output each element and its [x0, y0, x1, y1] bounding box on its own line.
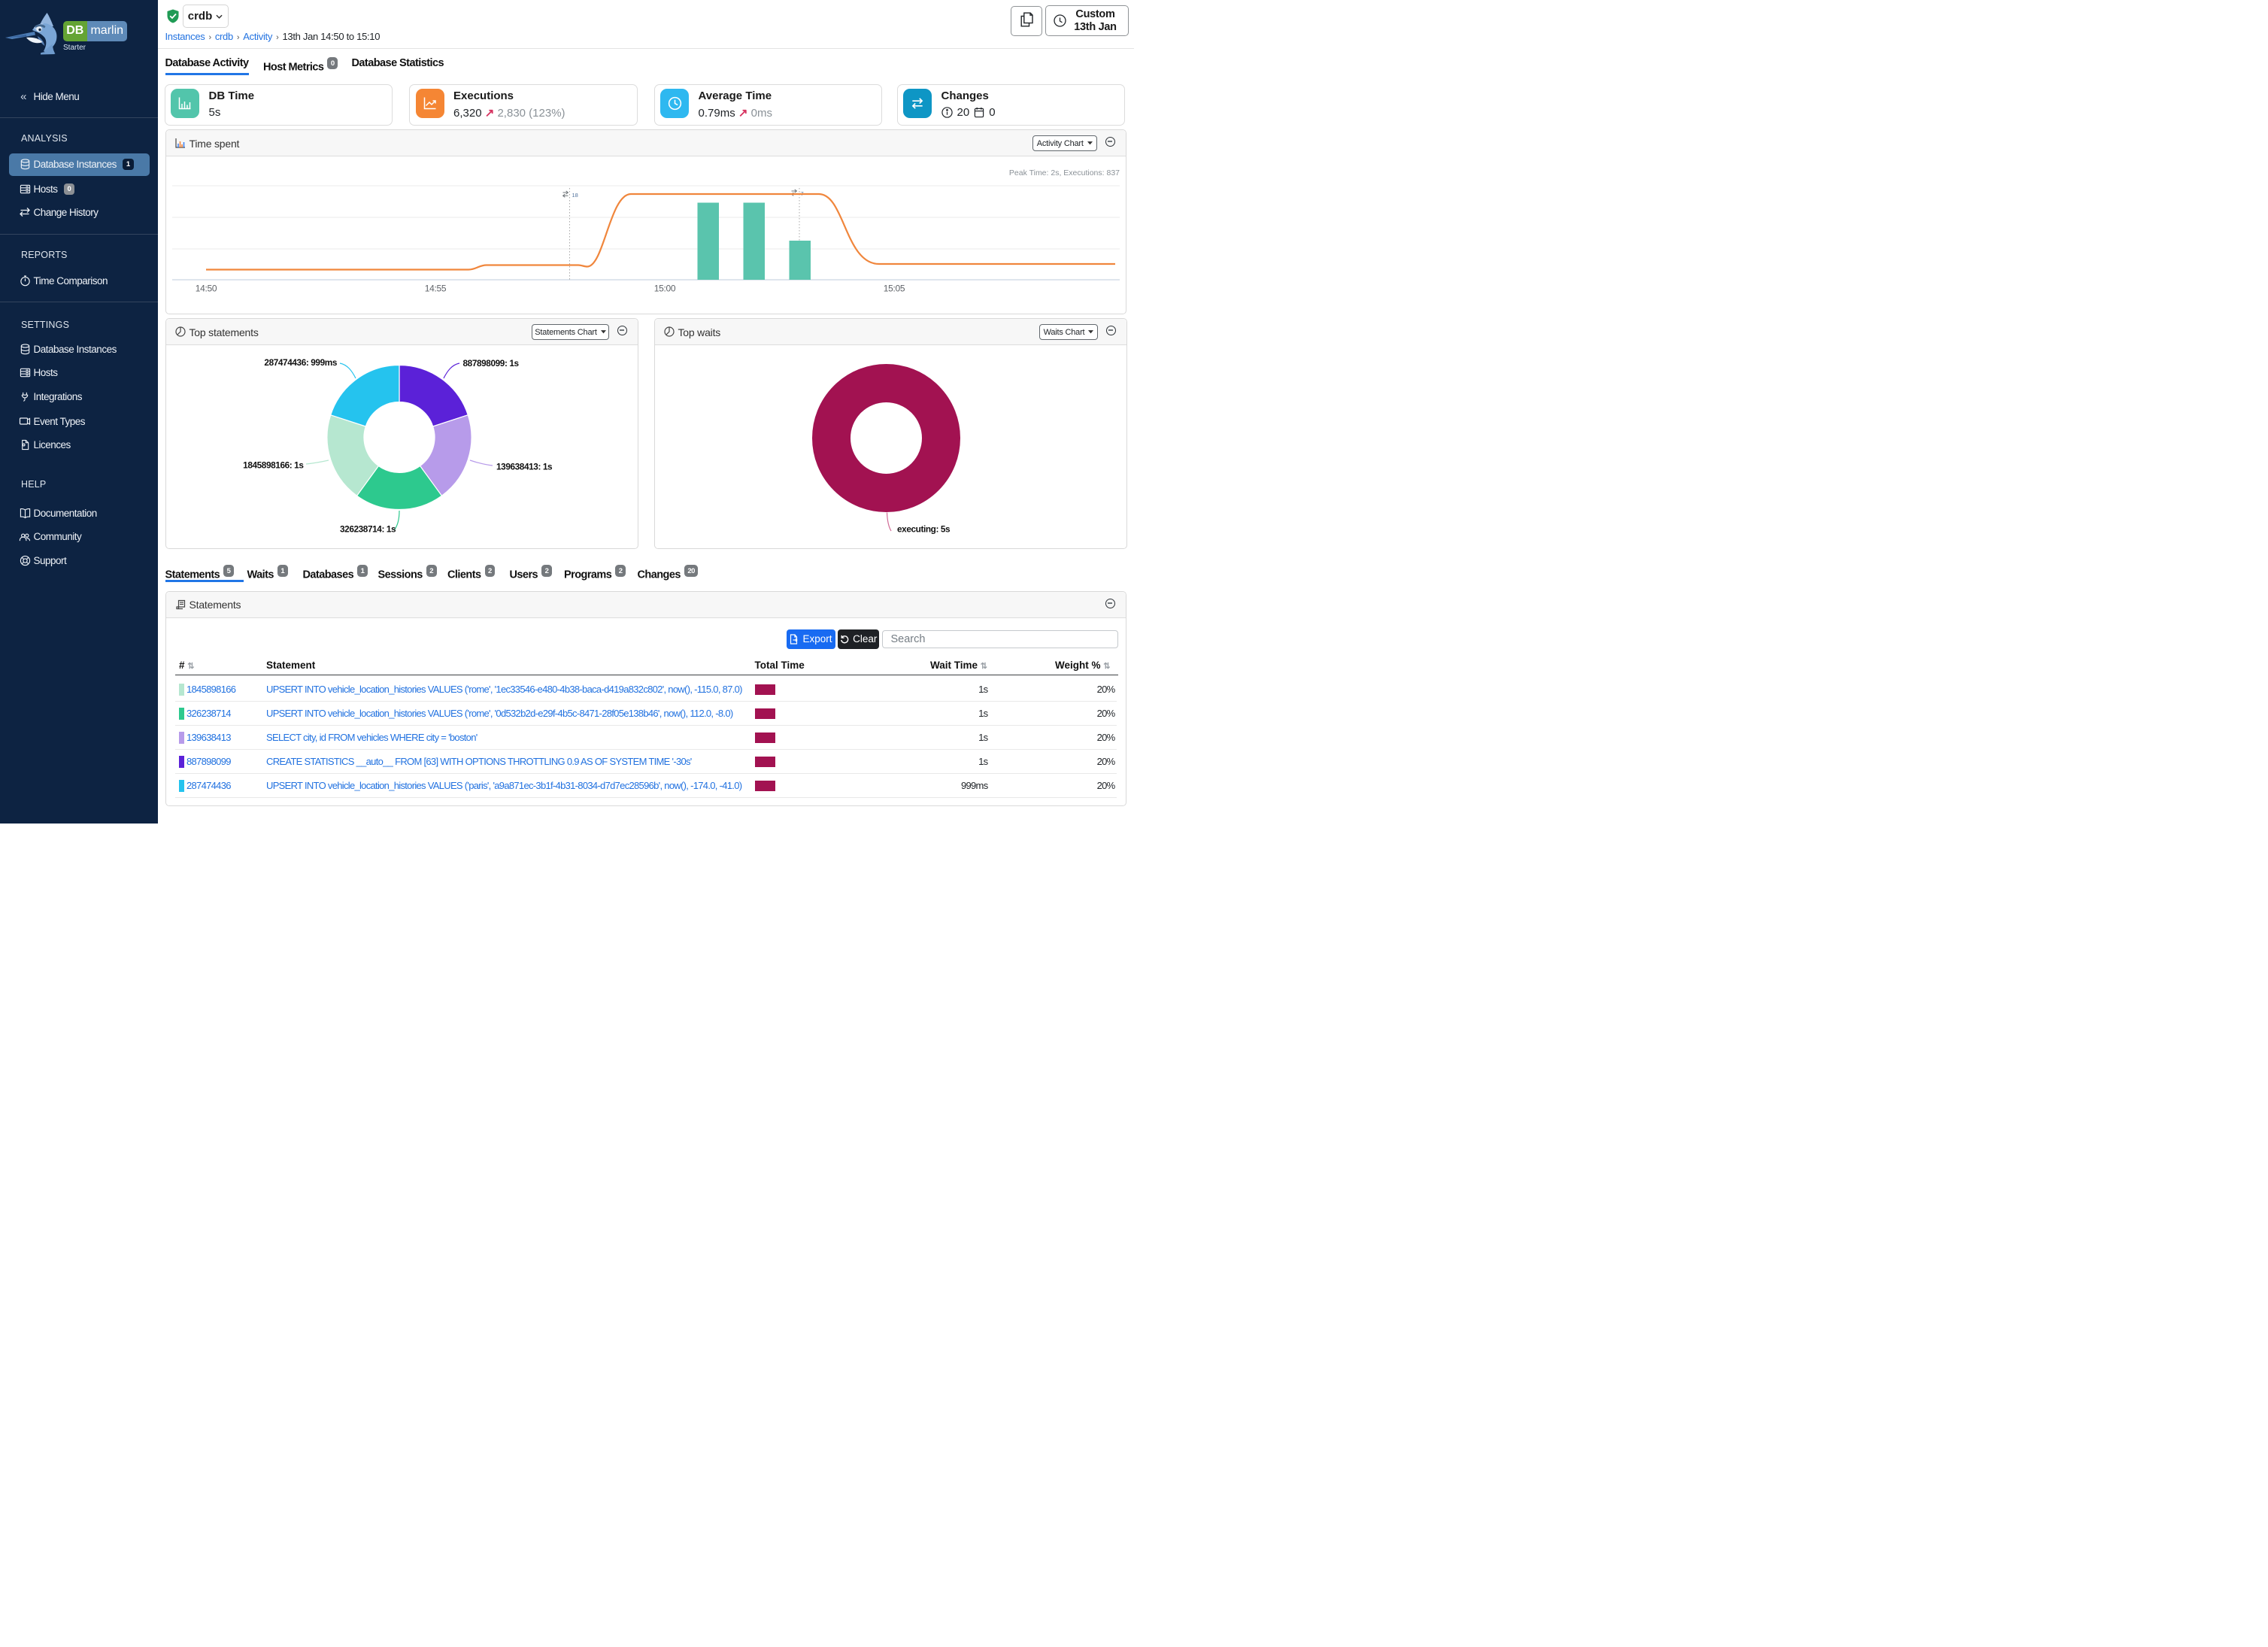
- svg-text:15:05: 15:05: [883, 284, 905, 294]
- svg-text:14:55: 14:55: [424, 284, 446, 294]
- svg-text:1845898166: 1s: 1845898166: 1s: [243, 460, 304, 471]
- svg-text:887898099: 1s: 887898099: 1s: [462, 358, 519, 369]
- svg-text:139638413: 1s: 139638413: 1s: [496, 462, 553, 472]
- svg-text:executing: 5s: executing: 5s: [897, 524, 951, 535]
- svg-text:326238714: 1s: 326238714: 1s: [340, 524, 396, 535]
- svg-text:287474436: 999ms: 287474436: 999ms: [264, 357, 337, 368]
- svg-text:14:50: 14:50: [195, 284, 217, 294]
- svg-text:18: 18: [572, 192, 578, 199]
- svg-text:Peak Time: 2s, Executions: 837: Peak Time: 2s, Executions: 837: [1008, 168, 1119, 177]
- svg-text:15:00: 15:00: [653, 284, 675, 294]
